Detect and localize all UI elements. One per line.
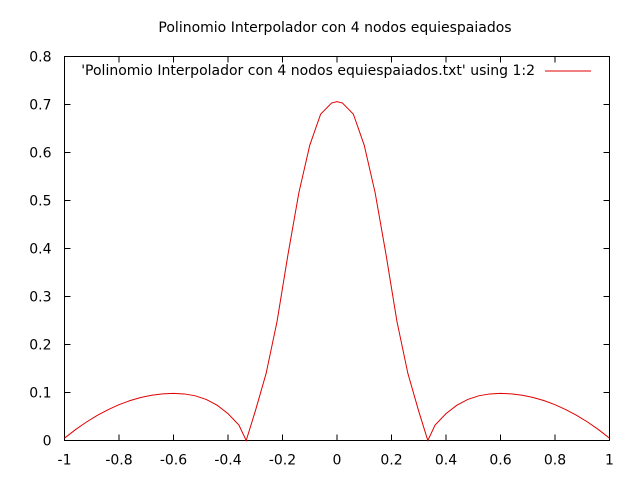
x-tick-label: 0.8	[544, 453, 566, 469]
x-tick-label: -0.8	[105, 453, 132, 469]
series-line	[64, 101, 610, 442]
legend: 'Polinomio Interpolador con 4 nodos equi…	[81, 63, 591, 79]
y-tick-label: 0	[43, 434, 52, 450]
x-tick-label: -0.4	[214, 453, 241, 469]
y-tick-label: 0.5	[29, 194, 51, 210]
y-tick-labels: 0 0.1 0.2 0.3 0.4 0.5 0.6 0.7 0.8	[29, 50, 51, 450]
chart-title: Polinomio Interpolador con 4 nodos equie…	[158, 20, 511, 36]
axis-ticks	[64, 56, 610, 441]
x-tick-label: 1	[605, 453, 614, 469]
x-tick-label: -0.6	[160, 453, 187, 469]
y-tick-label: 0.1	[29, 386, 51, 402]
y-tick-label: 0.2	[29, 338, 51, 354]
y-tick-label: 0.6	[29, 146, 51, 162]
x-tick-labels: -1 -0.8 -0.6 -0.4 -0.2 0 0.2 0.4 0.6 0.8 1	[58, 453, 614, 469]
y-tick-label: 0.3	[29, 290, 51, 306]
y-tick-label: 0.8	[29, 50, 51, 66]
x-tick-label: 0.6	[489, 453, 511, 469]
y-tick-label: 0.7	[29, 98, 51, 114]
x-tick-label: 0.4	[435, 453, 457, 469]
x-tick-label: -0.2	[269, 453, 296, 469]
x-tick-label: -1	[58, 453, 72, 469]
x-tick-label: 0.2	[380, 453, 402, 469]
plot-frame	[64, 56, 610, 441]
x-tick-label: 0	[333, 453, 342, 469]
legend-label: 'Polinomio Interpolador con 4 nodos equi…	[81, 63, 535, 79]
y-tick-label: 0.4	[29, 242, 51, 258]
